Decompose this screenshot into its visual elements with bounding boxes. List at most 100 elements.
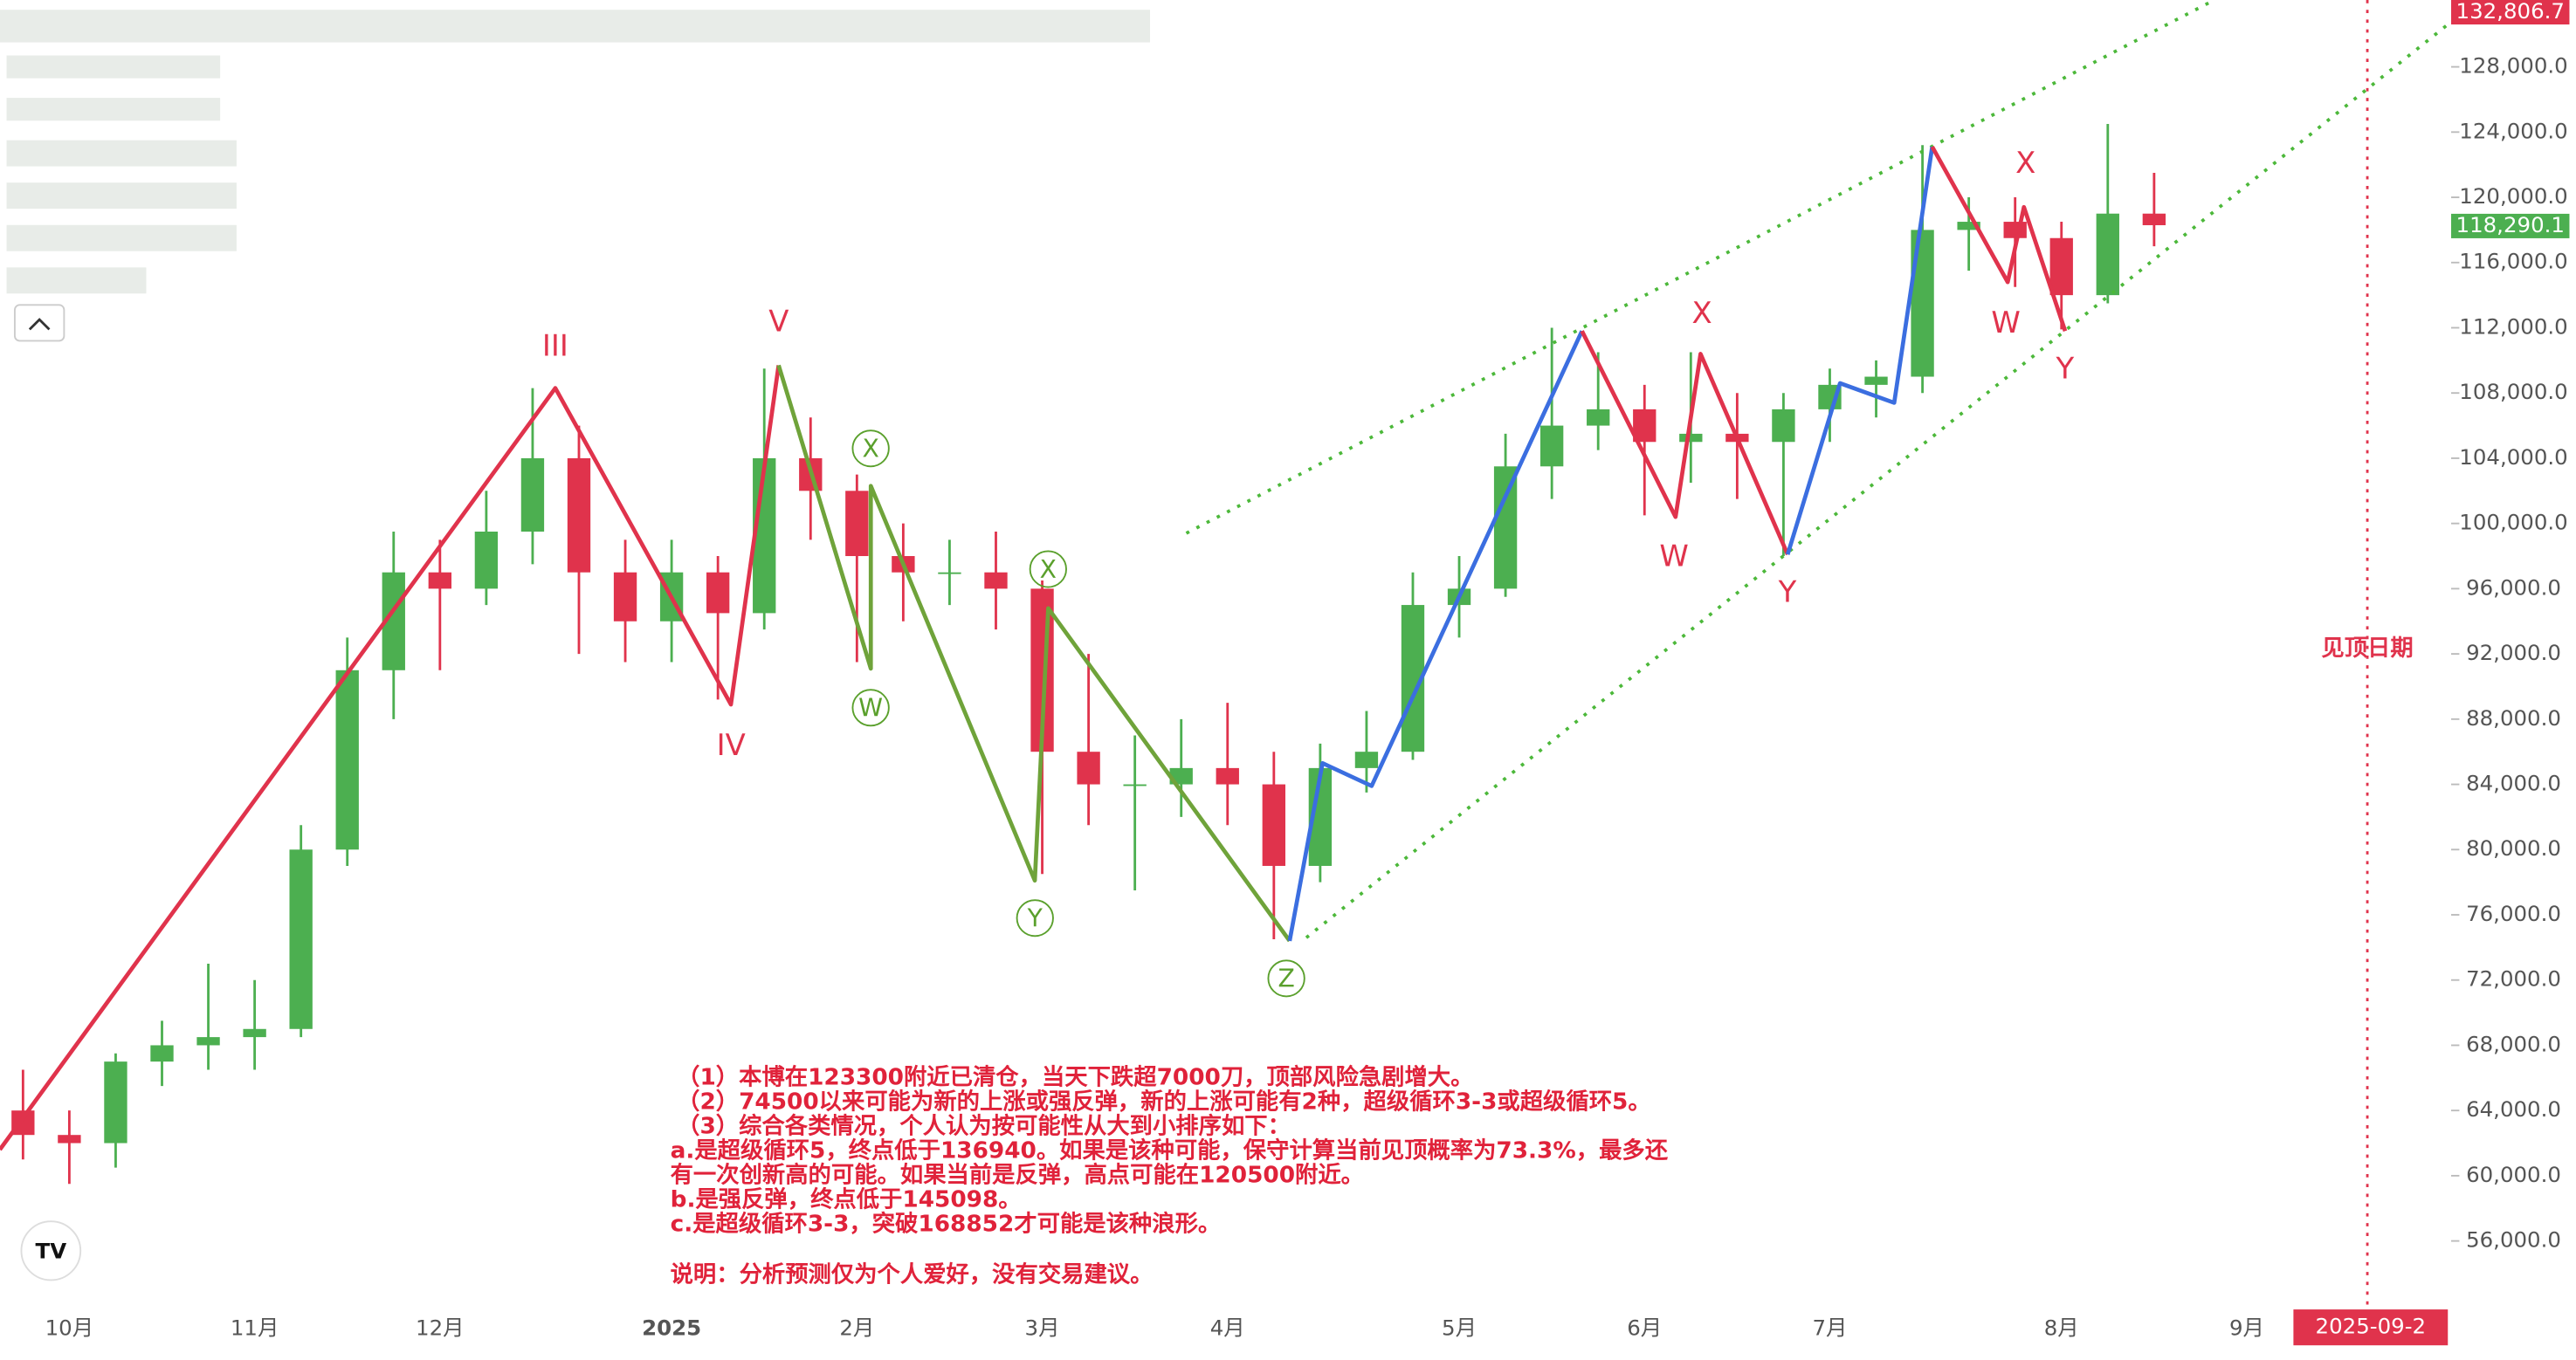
circled-label: X — [1029, 550, 1067, 588]
price-tag: 132,806.7 — [2456, 0, 2565, 24]
x-tick-label: 3月 — [1025, 1315, 1060, 1341]
x-tick-label: 2月 — [839, 1315, 874, 1341]
x-tick-label: 9月 — [2229, 1315, 2264, 1341]
candle-body — [706, 572, 730, 614]
note-line: 有一次创新高的可能。如果当前是反弹，高点可能在120500附近。 — [671, 1161, 1364, 1188]
candle-body — [243, 1028, 266, 1038]
wave-line — [1930, 145, 2068, 332]
blurred-legend — [0, 10, 1150, 294]
candle-body — [2049, 237, 2073, 296]
wave-label: X — [862, 435, 878, 464]
candle-body — [196, 1037, 220, 1046]
x-tick-label: 8月 — [2044, 1315, 2079, 1341]
y-tick-label: 64,000.0 — [2466, 1096, 2561, 1122]
x-tick-label: 12月 — [416, 1315, 465, 1341]
candle-body — [2096, 213, 2119, 296]
wave-line — [0, 365, 781, 1151]
logo: TV — [20, 1220, 82, 1281]
svg-text:TV: TV — [36, 1239, 67, 1264]
y-tick-label: 76,000.0 — [2466, 901, 2561, 926]
candle-body — [335, 670, 359, 850]
y-tick-label: 112,000.0 — [2459, 314, 2567, 340]
wave-line — [1287, 330, 1584, 942]
channel-line — [1185, 0, 2215, 535]
note-line: （3）综合各类情况，个人认为按可能性从大到小排序如下： — [677, 1112, 1291, 1139]
wave-line — [776, 364, 1291, 943]
candle-body — [1216, 767, 1239, 785]
candle-body — [1772, 409, 1795, 443]
y-tick-label: 108,000.0 — [2459, 379, 2567, 404]
date-tag: 2025-09-2 — [2316, 1314, 2427, 1339]
date-tag-bg — [2293, 1309, 2449, 1346]
y-tick-label: 116,000.0 — [2459, 249, 2567, 274]
x-tick-label: 6月 — [1627, 1315, 1662, 1341]
candle-body — [1864, 376, 1888, 385]
wave-label: X — [1692, 296, 1712, 330]
y-tick-label: 124,000.0 — [2459, 118, 2567, 143]
candle-body — [1911, 230, 1934, 377]
circled-label: W — [851, 689, 890, 727]
note-line: （2）74500以来可能为新的上涨或强反弹，新的上涨可能有2种，超级循环3-3或… — [677, 1088, 1651, 1115]
candle-body — [984, 572, 1008, 589]
x-tick-label: 5月 — [1442, 1315, 1477, 1341]
candle-body — [938, 572, 961, 574]
candle-body — [520, 457, 545, 532]
note-line: a.是超级循环5，终点低于136940。如果是该种可能，保守计算当前见顶概率为7… — [671, 1137, 1669, 1164]
wave-label: IV — [717, 728, 746, 762]
candle-body — [104, 1061, 127, 1144]
circled-label: X — [851, 429, 890, 468]
x-tick-label: 7月 — [1812, 1315, 1847, 1341]
candle-body — [1354, 752, 1379, 768]
y-tick-label: 88,000.0 — [2466, 705, 2561, 731]
candle-body — [150, 1045, 174, 1062]
candle-body — [845, 491, 869, 557]
notes: （1）本博在123300附近已清仓，当天下跌超7000刀，顶部风险急剧增大。 （… — [671, 1063, 1669, 1288]
candle-body — [2142, 213, 2166, 225]
candle-body — [1493, 466, 1518, 589]
wave-label: X — [1040, 555, 1057, 584]
y-tick-label: 56,000.0 — [2466, 1227, 2561, 1253]
wave-label: X — [2015, 146, 2035, 180]
y-tick-label: 104,000.0 — [2459, 444, 2567, 470]
candle-body — [289, 849, 313, 1029]
candle-body — [613, 572, 637, 622]
candle-body — [474, 532, 499, 589]
candle-body — [1587, 409, 1610, 426]
plot — [0, 0, 2449, 1185]
y-tick-label: 96,000.0 — [2466, 574, 2561, 600]
candle-body — [1123, 784, 1147, 786]
x-tick-label: 2025 — [642, 1315, 701, 1341]
circled-label: Y — [1016, 899, 1054, 938]
wave-label: V — [768, 304, 789, 338]
price-tag-bg — [2451, 0, 2570, 25]
candle-body — [1262, 784, 1285, 866]
x-tick-label: 4月 — [1210, 1315, 1245, 1341]
wave-label: W — [1991, 306, 2020, 340]
channel-line — [1305, 23, 2449, 939]
wave-label: Y — [1778, 575, 1797, 609]
y-tick-label: 72,000.0 — [2466, 966, 2561, 992]
candle-body — [1077, 752, 1100, 785]
wave-labels: III IV V X W X Y Z W X Y X W Y — [542, 146, 2075, 998]
circled-label: Z — [1267, 959, 1305, 998]
candle-body — [567, 457, 591, 573]
wave-label: III — [542, 328, 568, 362]
y-tick-label: 84,000.0 — [2466, 771, 2561, 796]
candle-body — [1679, 433, 1703, 443]
y-tick-label: 100,000.0 — [2459, 510, 2567, 535]
y-tick-label: 120,000.0 — [2459, 183, 2567, 209]
wave-label: Y — [2056, 352, 2075, 386]
wave-label: W — [1659, 539, 1688, 573]
x-tick-label: 11月 — [231, 1315, 279, 1341]
y-tick-label: 92,000.0 — [2466, 640, 2561, 665]
y-tick-label: 128,000.0 — [2459, 53, 2567, 79]
y-tick-label: 80,000.0 — [2466, 835, 2561, 861]
x-tick-label: 10月 — [45, 1315, 94, 1341]
price-tag-bg — [2451, 213, 2570, 238]
wave-line — [1580, 330, 1790, 556]
note-line: 说明：分析预测仅为个人爱好，没有交易建议。 — [671, 1260, 1154, 1288]
collapse-button[interactable] — [13, 304, 65, 342]
price-tag: 118,290.1 — [2456, 212, 2565, 237]
